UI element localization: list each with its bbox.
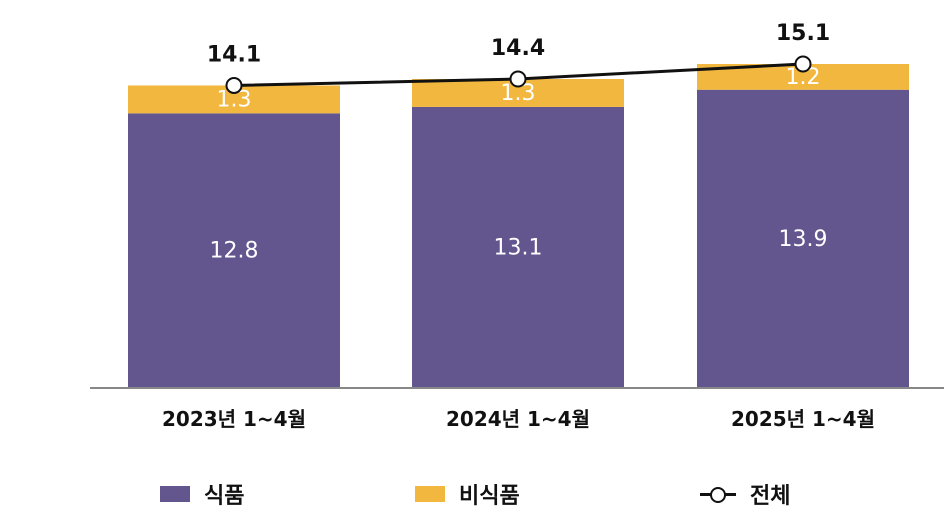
total-value-label: 14.1 xyxy=(207,42,261,67)
total-point-marker xyxy=(225,76,243,94)
total-line-group: 14.1 14.4 15.1 xyxy=(207,21,830,94)
legend-swatch-food xyxy=(160,486,190,502)
bar-value-label: 13.1 xyxy=(494,235,543,260)
bar-segment-food xyxy=(128,113,340,389)
bar-value-label: 12.8 xyxy=(210,239,259,264)
legend: 식품 비식품 전체 xyxy=(0,478,944,514)
chart: 12.81.313.11.313.91.2 14.1 14.4 15.1 2023년… xyxy=(90,21,944,431)
legend-item-total: 전체 xyxy=(700,478,790,510)
bar-value-label: 13.9 xyxy=(779,227,828,252)
category-labels: 2023년 1~4월 2024년 1~4월 2025년 1~4월 xyxy=(162,407,875,431)
category-label: 2023년 1~4월 xyxy=(162,407,306,431)
total-point-marker xyxy=(794,55,812,73)
legend-line-marker-icon xyxy=(700,484,736,504)
legend-item-nonfood: 비식품 xyxy=(415,478,520,510)
bar-segment-food xyxy=(412,106,624,388)
bar-segment-food xyxy=(697,89,909,388)
total-value-label: 14.4 xyxy=(491,36,545,61)
bars-group: 12.81.313.11.313.91.2 xyxy=(128,64,909,389)
legend-label-nonfood: 비식품 xyxy=(459,484,520,509)
category-label: 2024년 1~4월 xyxy=(446,407,590,431)
legend-label-total: 전체 xyxy=(750,484,791,509)
legend-swatch-nonfood xyxy=(415,486,445,502)
legend-item-food: 식품 xyxy=(160,478,244,510)
legend-label-food: 식품 xyxy=(204,484,245,509)
total-point-marker xyxy=(509,70,527,88)
category-label: 2025년 1~4월 xyxy=(731,407,875,431)
total-value-label: 15.1 xyxy=(776,21,830,46)
